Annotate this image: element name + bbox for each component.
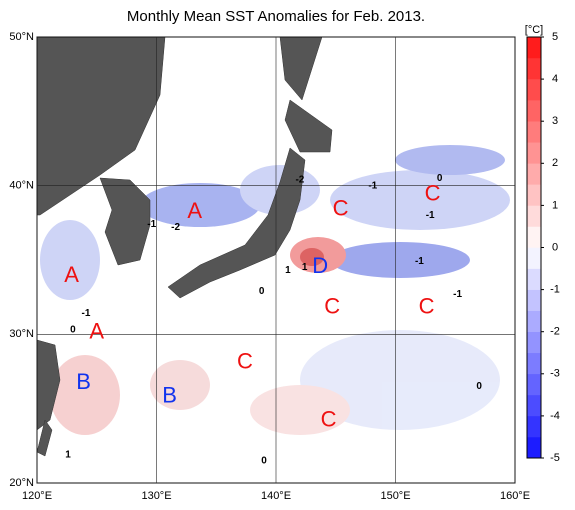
contour-label: 0 xyxy=(437,173,443,184)
region-marker: C xyxy=(321,406,337,431)
colorbar-tick-label: 1 xyxy=(552,199,558,211)
colorbar-swatch xyxy=(527,415,541,438)
contour-label: -1 xyxy=(147,219,156,230)
colorbar-swatch xyxy=(527,331,541,354)
region-marker: C xyxy=(324,293,340,318)
colorbar-tick-label: 4 xyxy=(552,73,558,85)
contour-label: 0 xyxy=(70,325,76,336)
colorbar-swatch xyxy=(527,58,541,80)
x-tick-label: 160°E xyxy=(500,490,530,502)
region-marker: C xyxy=(419,293,435,318)
colorbar-swatch xyxy=(527,436,541,459)
colorbar-swatch xyxy=(527,289,541,311)
colorbar-swatch xyxy=(527,121,541,143)
y-tick-label: 20°N xyxy=(9,477,34,489)
x-tick-label: 140°E xyxy=(261,490,291,502)
colorbar-unit: [°C] xyxy=(525,24,543,36)
region-marker: C xyxy=(425,180,441,205)
colorbar-tick-label: 2 xyxy=(552,157,558,169)
colorbar-swatch xyxy=(527,142,541,164)
region-marker: B xyxy=(76,369,91,394)
contour-label: -1 xyxy=(368,180,377,191)
y-tick-label: 40°N xyxy=(9,180,34,192)
x-tick-label: 150°E xyxy=(380,490,410,502)
y-tick-label: 50°N xyxy=(9,31,34,43)
contour-label: 1 xyxy=(65,449,71,460)
contour-label: 0 xyxy=(259,286,265,297)
colorbar-swatch xyxy=(527,37,541,59)
colorbar-tick-label: -1 xyxy=(550,284,560,296)
colorbar-tick-label: 0 xyxy=(552,241,558,253)
region-marker: A xyxy=(89,319,104,344)
contour-label: 1 xyxy=(285,265,291,276)
region-marker: C xyxy=(237,348,253,373)
colorbar-tick-label: -3 xyxy=(550,368,560,380)
region-marker: A xyxy=(64,262,79,287)
region-marker: C xyxy=(333,195,349,220)
region-marker: B xyxy=(162,383,177,408)
contour-label: -1 xyxy=(82,308,91,319)
colorbar-swatch xyxy=(527,373,541,396)
x-tick-label: 130°E xyxy=(141,490,171,502)
colorbar-swatch xyxy=(527,205,541,227)
colorbar-swatch xyxy=(527,100,541,122)
colorbar-swatch xyxy=(527,247,541,269)
contour-label: 0 xyxy=(261,455,267,466)
land xyxy=(36,36,333,457)
contour-label: -1 xyxy=(426,210,435,221)
anomaly-patches xyxy=(40,145,510,435)
colorbar-swatch xyxy=(527,352,541,375)
contour-label: -2 xyxy=(295,174,304,185)
region-marker: D xyxy=(312,253,328,278)
x-tick-label: 120°E xyxy=(22,490,52,502)
contour-label: -1 xyxy=(415,256,424,267)
colorbar-swatch xyxy=(527,226,541,248)
contour-label: 1 xyxy=(302,262,308,273)
region-marker: A xyxy=(187,198,202,223)
colorbar-swatch xyxy=(527,163,541,185)
colorbar-swatch xyxy=(527,79,541,101)
y-tick-label: 30°N xyxy=(9,328,34,340)
contour-label: 0 xyxy=(476,381,482,392)
colorbar-tick-label: -5 xyxy=(550,452,560,464)
colorbar-tick-label: 5 xyxy=(552,31,558,43)
colorbar-swatch xyxy=(527,268,541,290)
title: Monthly Mean SST Anomalies for Feb. 2013… xyxy=(127,8,425,25)
colorbar-tick-label: 3 xyxy=(552,115,558,127)
contour-label: -2 xyxy=(171,222,180,233)
colorbar-tick-label: -2 xyxy=(550,326,560,338)
colorbar-swatch xyxy=(527,184,541,206)
colorbar-tick-label: -4 xyxy=(550,410,560,422)
contour-label: -1 xyxy=(453,289,462,300)
colorbar-swatch xyxy=(527,394,541,417)
colorbar-swatch xyxy=(527,310,541,332)
